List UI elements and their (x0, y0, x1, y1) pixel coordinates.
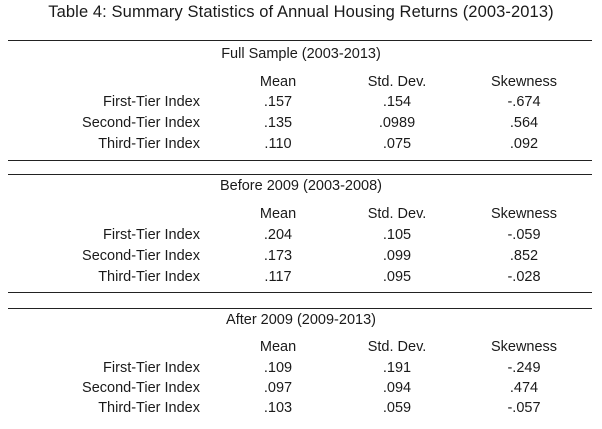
table-row: First-Tier Index .157 .154 -.674 (0, 94, 602, 114)
col-header-std-dev: Std. Dev. (367, 74, 427, 90)
cell-skewness: .852 (509, 248, 539, 264)
table-row: Third-Tier Index .117 .095 -.028 (0, 269, 602, 289)
table-row: First-Tier Index .109 .191 -.249 (0, 360, 602, 380)
cell-std-dev: .105 (382, 227, 412, 243)
col-header-mean: Mean (259, 206, 297, 222)
row-label: Second-Tier Index (82, 115, 200, 131)
cell-skewness: .474 (509, 380, 539, 396)
cell-mean: .204 (263, 227, 293, 243)
cell-mean: .109 (263, 360, 293, 376)
section-top-rule (8, 308, 592, 309)
row-label: First-Tier Index (103, 227, 200, 243)
row-label: Third-Tier Index (98, 269, 200, 285)
col-header-std-dev: Std. Dev. (367, 206, 427, 222)
header-row: Mean Std. Dev. Skewness (0, 74, 602, 94)
cell-skewness: -.057 (507, 400, 541, 416)
cell-skewness: -.028 (507, 269, 541, 285)
col-header-mean: Mean (259, 339, 297, 355)
row-label: First-Tier Index (103, 360, 200, 376)
section-before-2009: Before 2009 (2003-2008) Mean Std. Dev. S… (0, 174, 602, 293)
cell-skewness: -.059 (507, 227, 541, 243)
cell-mean: .103 (263, 400, 293, 416)
cell-std-dev: .094 (382, 380, 412, 396)
cell-std-dev: .095 (382, 269, 412, 285)
row-label: Third-Tier Index (98, 136, 200, 152)
table-row: Third-Tier Index .110 .075 .092 (0, 136, 602, 156)
cell-mean: .097 (263, 380, 293, 396)
table-row: First-Tier Index .204 .105 -.059 (0, 227, 602, 247)
header-row: Mean Std. Dev. Skewness (0, 206, 602, 226)
row-label: Second-Tier Index (82, 248, 200, 264)
cell-mean: .157 (263, 94, 293, 110)
cell-mean: .135 (263, 115, 293, 131)
table-row: Second-Tier Index .135 .0989 .564 (0, 115, 602, 135)
table-row: Second-Tier Index .097 .094 .474 (0, 380, 602, 400)
section-bottom-rule (8, 292, 592, 293)
section-title: Before 2009 (2003-2008) (219, 178, 383, 194)
cell-skewness: .092 (509, 136, 539, 152)
cell-std-dev: .099 (382, 248, 412, 264)
section-top-rule (8, 174, 592, 175)
cell-mean: .117 (264, 269, 292, 285)
row-label: Second-Tier Index (82, 380, 200, 396)
cell-skewness: -.249 (507, 360, 541, 376)
cell-std-dev: .154 (382, 94, 412, 110)
col-header-skewness: Skewness (490, 339, 558, 355)
col-header-skewness: Skewness (490, 74, 558, 90)
cell-std-dev: .0989 (378, 115, 416, 131)
header-row: Mean Std. Dev. Skewness (0, 339, 602, 359)
table-row: Third-Tier Index .103 .059 -.057 (0, 400, 602, 420)
section-title: Full Sample (2003-2013) (221, 46, 381, 62)
cell-std-dev: .075 (382, 136, 412, 152)
col-header-std-dev: Std. Dev. (367, 339, 427, 355)
section-top-rule (8, 40, 592, 41)
cell-mean: .110 (264, 136, 292, 152)
cell-skewness: .564 (509, 115, 539, 131)
section-bottom-rule (8, 160, 592, 161)
table-row: Second-Tier Index .173 .099 .852 (0, 248, 602, 268)
table-title: Table 4: Summary Statistics of Annual Ho… (48, 3, 554, 21)
col-header-skewness: Skewness (490, 206, 558, 222)
section-full-sample: Full Sample (2003-2013) Mean Std. Dev. S… (0, 40, 602, 161)
cell-skewness: -.674 (507, 94, 541, 110)
section-title: After 2009 (2009-2013) (226, 312, 376, 328)
cell-std-dev: .191 (382, 360, 412, 376)
cell-mean: .173 (263, 248, 293, 264)
section-after-2009: After 2009 (2009-2013) Mean Std. Dev. Sk… (0, 308, 602, 416)
cell-std-dev: .059 (382, 400, 412, 416)
col-header-mean: Mean (259, 74, 297, 90)
row-label: Third-Tier Index (98, 400, 200, 416)
row-label: First-Tier Index (103, 94, 200, 110)
